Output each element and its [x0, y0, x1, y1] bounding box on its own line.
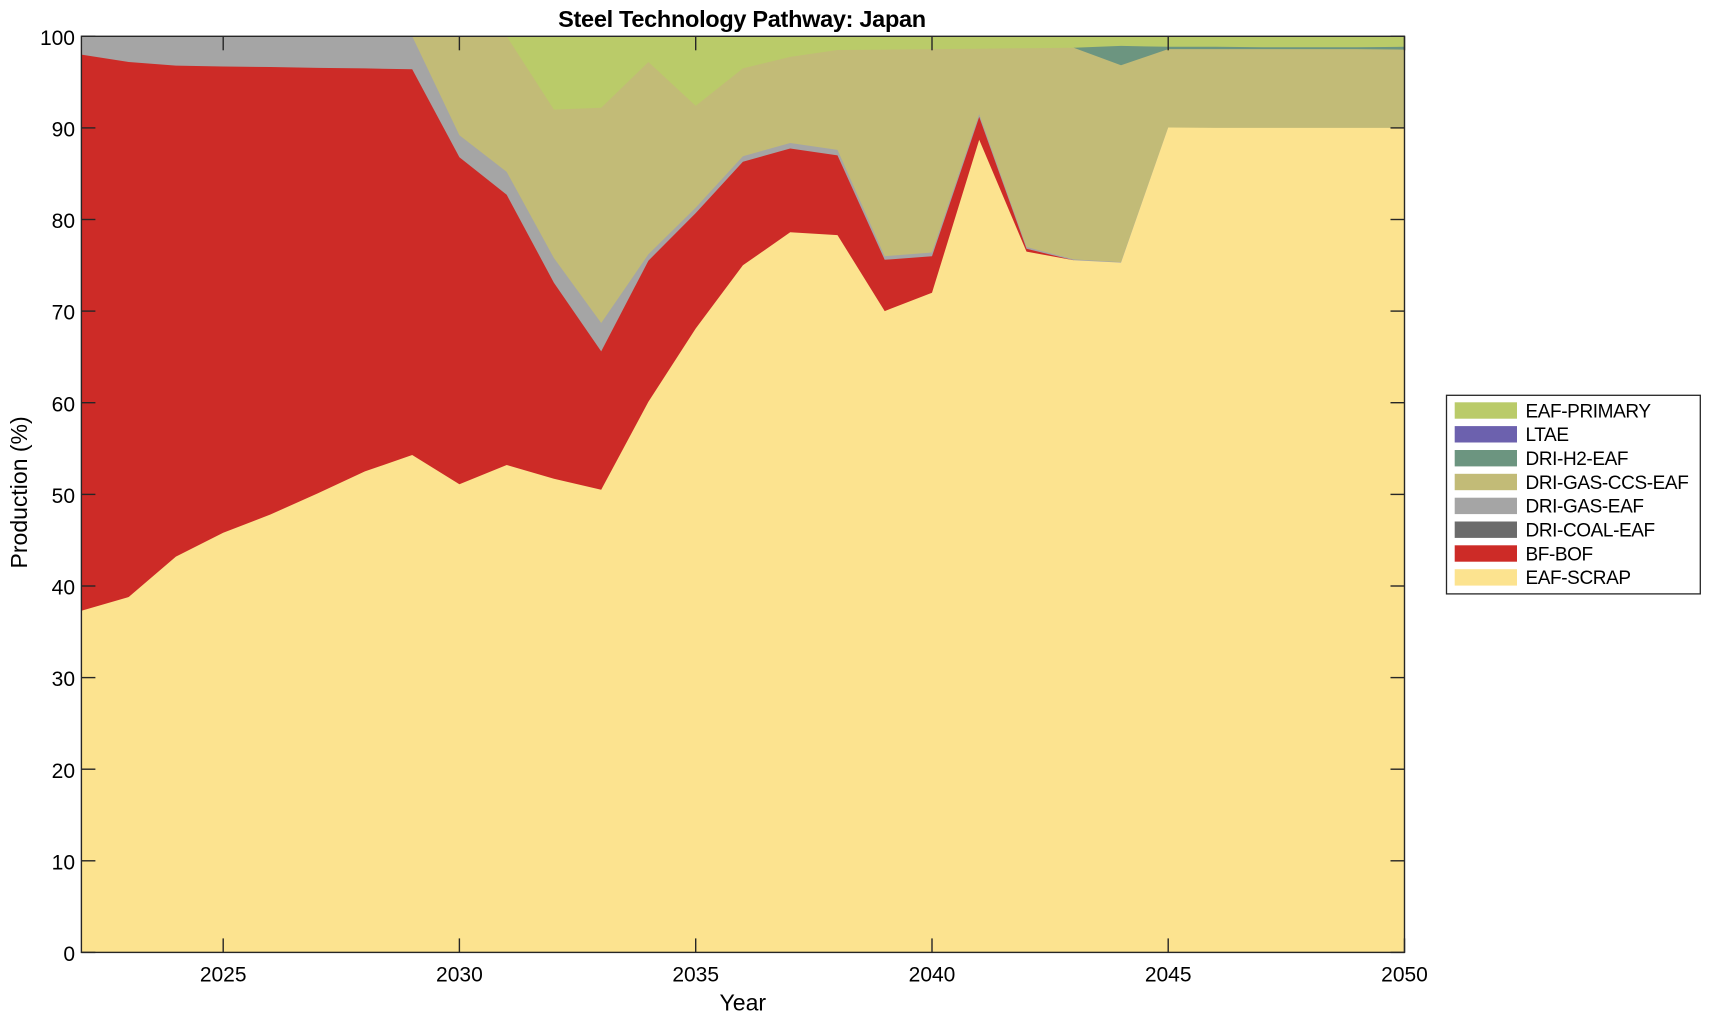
svg-text:Year: Year [720, 989, 767, 1015]
svg-text:70: 70 [52, 302, 75, 325]
svg-text:10: 10 [52, 851, 75, 874]
svg-text:80: 80 [52, 210, 75, 233]
svg-text:Steel Technology Pathway: Japa: Steel Technology Pathway: Japan [558, 6, 926, 32]
svg-text:DRI-GAS-EAF: DRI-GAS-EAF [1526, 497, 1644, 518]
svg-text:20: 20 [52, 760, 75, 783]
svg-text:EAF-SCRAP: EAF-SCRAP [1526, 568, 1631, 589]
svg-text:LTAE: LTAE [1526, 425, 1569, 446]
svg-text:2050: 2050 [1381, 963, 1428, 986]
svg-text:90: 90 [52, 119, 75, 142]
svg-text:50: 50 [52, 485, 75, 508]
svg-text:30: 30 [52, 668, 75, 691]
svg-text:2035: 2035 [672, 963, 719, 986]
svg-text:2040: 2040 [909, 963, 956, 986]
svg-text:DRI-H2-EAF: DRI-H2-EAF [1526, 449, 1629, 470]
svg-text:DRI-COAL-EAF: DRI-COAL-EAF [1526, 521, 1655, 542]
svg-text:60: 60 [52, 393, 75, 416]
svg-text:0: 0 [63, 943, 75, 966]
svg-text:2045: 2045 [1145, 963, 1192, 986]
svg-text:Production (%): Production (%) [6, 416, 32, 568]
svg-text:DRI-GAS-CCS-EAF: DRI-GAS-CCS-EAF [1526, 473, 1689, 494]
svg-text:BF-BOF: BF-BOF [1526, 544, 1593, 565]
svg-text:EAF-PRIMARY: EAF-PRIMARY [1526, 401, 1652, 422]
svg-text:40: 40 [52, 577, 75, 600]
svg-text:100: 100 [40, 27, 75, 50]
svg-text:2025: 2025 [200, 963, 247, 986]
svg-text:2030: 2030 [436, 963, 483, 986]
